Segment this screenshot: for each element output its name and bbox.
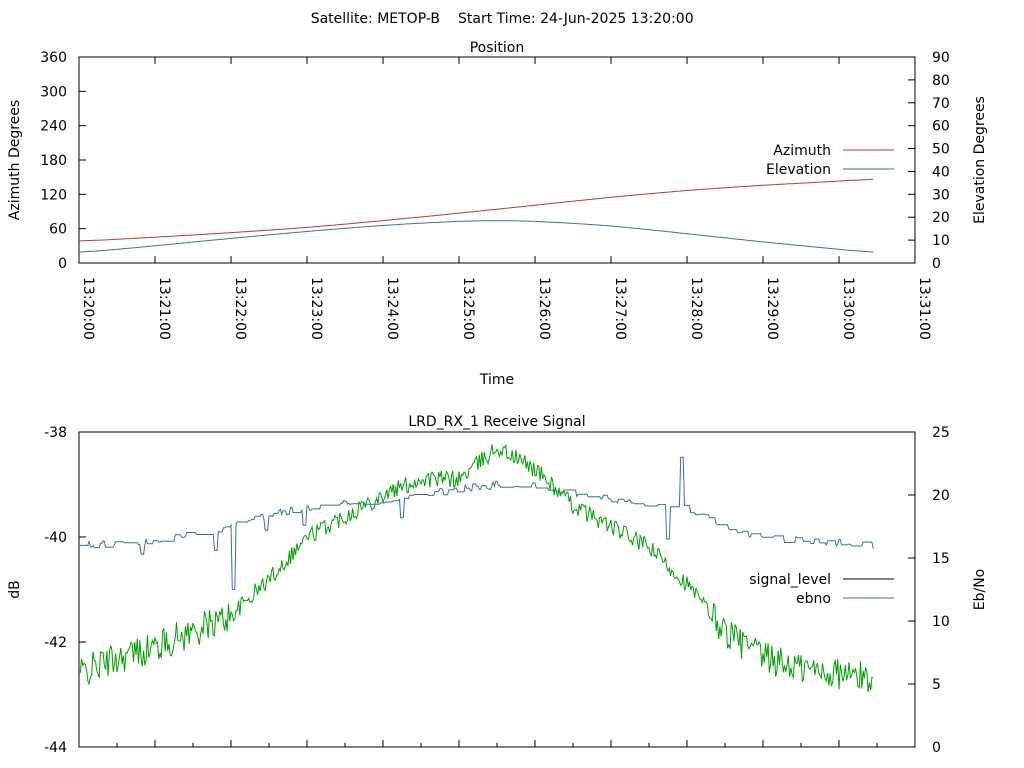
time-tick-label: 13:21:00 [156,277,172,340]
ebno-legend-label: ebno [796,591,831,607]
time-tick-label: 13:29:00 [764,277,780,340]
ebno-tick-label: 25 [932,425,950,441]
time-tick-label: 13:30:00 [840,277,856,340]
elevation-axis-label: Elevation Degrees [972,96,988,224]
time-tick-label: 13:20:00 [80,277,96,340]
position-plot-frame [78,56,916,264]
ebno-axis-label: Eb/No [972,569,988,611]
time-tick-label: 13:24:00 [384,277,400,340]
time-tick-label: 13:26:00 [536,277,552,340]
elevation-tick-label: 40 [932,164,950,180]
time-tick-label: 13:25:00 [460,277,476,340]
ebno-tick-label: 20 [932,488,950,504]
elevation-tick-label: 50 [932,142,950,158]
time-tick-label: 13:31:00 [916,277,932,340]
start-time-label: Start Time: 24-Jun-2025 13:20:00 [458,11,694,27]
receive-signal-title: LRD_RX_1 Receive Signal [408,414,585,430]
time-tick-label: 13:28:00 [688,277,704,340]
elevation-series-line [78,220,874,253]
elevation-tick-label: 30 [932,187,950,203]
azimuth-tick-label: 0 [58,256,67,272]
azimuth-axis-label: Azimuth Degrees [7,100,23,220]
db-axis-label: dB [7,580,23,599]
elevation-tick-label: 60 [932,119,950,135]
elevation-tick-label: 20 [932,210,950,226]
azimuth-tick-label: 60 [49,222,67,238]
receive-signal-plot-frame [78,431,916,748]
signal-level-legend-label: signal_level [749,572,831,588]
db-tick-label: -42 [44,635,67,651]
receive-signal-chart: LRD_RX_1 Receive Signal -38 -40 -42 -44 0 5 10 1… [7,414,988,756]
elevation-tick-label: 10 [932,233,950,249]
time-tick-label: 13:27:00 [612,277,628,340]
azimuth-tick-label: 300 [40,84,67,100]
satellite-label: Satellite: METOP-B [311,11,440,27]
time-axis-label: Time [479,372,514,388]
signal-level-series-line [78,444,874,693]
ebno-tick-label: 15 [932,551,950,567]
ebno-tick-label: 10 [932,614,950,630]
db-tick-label: -44 [44,740,67,756]
azimuth-series-line [78,178,874,242]
elevation-tick-label: 0 [932,256,941,272]
time-tick-label: 13:23:00 [308,277,324,340]
ebno-tick-label: 5 [932,677,941,693]
azimuth-tick-label: 120 [40,187,67,203]
db-tick-label: -38 [44,425,67,441]
azimuth-tick-label: 240 [40,119,67,135]
azimuth-tick-label: 180 [40,153,67,169]
ebno-tick-label: 0 [932,740,941,756]
position-title: Position [470,40,525,56]
position-chart: Position 0 60 120 180 240 300 360 0 10 20 30 40 50 60 7… [7,40,988,388]
db-tick-label: -40 [44,530,67,546]
ebno-series-line [79,456,874,590]
elevation-tick-label: 80 [932,73,950,89]
azimuth-tick-label: 360 [40,50,67,66]
elevation-tick-label: 90 [932,50,950,66]
elevation-tick-label: 70 [932,96,950,112]
time-tick-label: 13:22:00 [232,277,248,340]
elevation-legend-label: Elevation [766,162,831,178]
azimuth-legend-label: Azimuth [773,143,831,159]
